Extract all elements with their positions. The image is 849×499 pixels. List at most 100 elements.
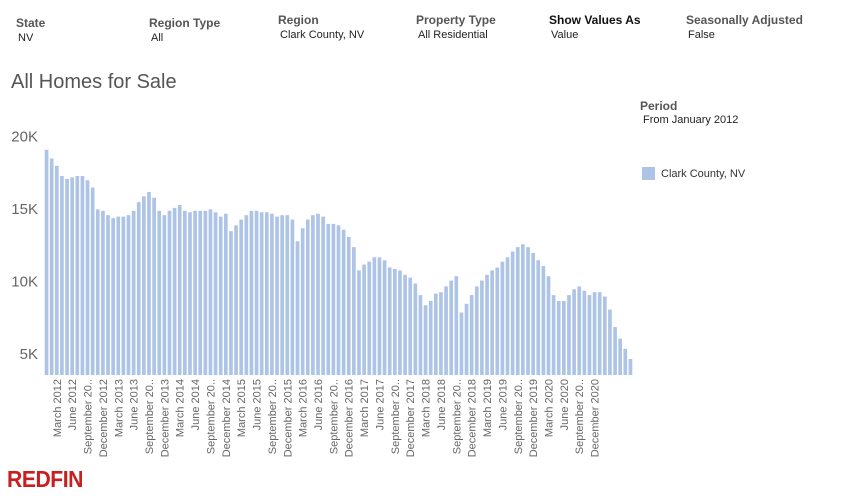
bar[interactable] xyxy=(480,280,484,375)
legend[interactable]: Clark County, NV xyxy=(642,167,745,180)
bar[interactable] xyxy=(433,293,438,375)
bar[interactable] xyxy=(239,219,244,375)
bar[interactable] xyxy=(613,327,617,375)
bar[interactable] xyxy=(628,359,633,375)
bar[interactable] xyxy=(567,295,571,375)
bar[interactable] xyxy=(70,177,75,375)
bar[interactable] xyxy=(234,225,238,375)
bar[interactable] xyxy=(387,267,392,375)
bar[interactable] xyxy=(254,210,259,375)
bar[interactable] xyxy=(367,261,372,375)
bar[interactable] xyxy=(618,338,623,375)
bar[interactable] xyxy=(546,276,551,375)
bar[interactable] xyxy=(223,213,228,375)
bar[interactable] xyxy=(80,175,85,375)
bar[interactable] xyxy=(536,260,541,375)
bar[interactable] xyxy=(188,212,192,375)
filter-seasonally-adjusted[interactable]: Seasonally Adjusted False xyxy=(686,13,803,41)
bar[interactable] xyxy=(49,158,54,375)
bar[interactable] xyxy=(474,286,479,375)
bar[interactable] xyxy=(321,216,325,375)
bar[interactable] xyxy=(295,241,300,375)
bar[interactable] xyxy=(300,228,305,375)
bar[interactable] xyxy=(459,312,464,375)
bar[interactable] xyxy=(408,277,413,375)
bar[interactable] xyxy=(60,175,64,375)
bar[interactable] xyxy=(331,223,336,375)
bar[interactable] xyxy=(490,270,494,375)
bar[interactable] xyxy=(203,210,208,375)
bar[interactable] xyxy=(101,210,105,375)
bar[interactable] xyxy=(244,215,249,375)
bar[interactable] xyxy=(65,178,69,375)
bar[interactable] xyxy=(249,210,254,375)
bar[interactable] xyxy=(362,264,366,375)
bar[interactable] xyxy=(562,300,566,375)
bar[interactable] xyxy=(275,216,279,375)
bar[interactable] xyxy=(464,303,469,375)
bar[interactable] xyxy=(213,212,218,375)
bar[interactable] xyxy=(608,309,612,375)
bar[interactable] xyxy=(357,270,361,375)
bar[interactable] xyxy=(208,209,213,375)
bar[interactable] xyxy=(428,300,433,375)
bar[interactable] xyxy=(515,247,520,375)
filter-state[interactable]: State NV xyxy=(16,16,45,44)
bar[interactable] xyxy=(218,216,223,375)
bar[interactable] xyxy=(131,210,136,375)
bar[interactable] xyxy=(592,292,597,375)
bar[interactable] xyxy=(44,149,49,375)
bar[interactable] xyxy=(341,229,346,375)
bar[interactable] xyxy=(398,270,402,375)
bar[interactable] xyxy=(280,215,285,375)
bar[interactable] xyxy=(285,215,290,375)
bar[interactable] xyxy=(311,215,315,375)
bar[interactable] xyxy=(413,283,418,375)
bar[interactable] xyxy=(95,209,100,375)
bar[interactable] xyxy=(152,197,156,375)
bar[interactable] xyxy=(90,187,95,375)
bar[interactable] xyxy=(106,215,110,375)
bar[interactable] xyxy=(531,252,535,375)
filter-show-values-as[interactable]: Show Values As Value xyxy=(549,13,641,41)
bar[interactable] xyxy=(85,180,90,375)
bar[interactable] xyxy=(454,276,459,375)
bar[interactable] xyxy=(377,257,382,375)
bar[interactable] xyxy=(393,268,397,375)
bar[interactable] xyxy=(270,213,274,375)
filter-property-type[interactable]: Property Type All Residential xyxy=(416,13,496,41)
bar[interactable] xyxy=(505,257,510,375)
bar[interactable] xyxy=(587,295,592,375)
bar[interactable] xyxy=(121,216,126,375)
bar[interactable] xyxy=(418,295,423,375)
bar[interactable] xyxy=(54,165,59,375)
bar[interactable] xyxy=(177,205,182,375)
bar[interactable] xyxy=(556,300,561,375)
bar[interactable] xyxy=(326,223,331,375)
bar[interactable] xyxy=(582,290,587,375)
bar[interactable] xyxy=(551,295,556,375)
bar[interactable] xyxy=(147,191,151,375)
bar[interactable] xyxy=(526,247,530,375)
bar[interactable] xyxy=(172,207,177,375)
bar[interactable] xyxy=(521,244,525,375)
filter-region-type[interactable]: Region Type All xyxy=(149,16,220,44)
bar[interactable] xyxy=(382,260,387,375)
bar[interactable] xyxy=(316,213,320,375)
bar[interactable] xyxy=(136,202,141,375)
bar[interactable] xyxy=(305,219,310,375)
bar[interactable] xyxy=(495,267,500,375)
bar[interactable] xyxy=(142,196,146,375)
bar[interactable] xyxy=(372,257,377,375)
bar[interactable] xyxy=(290,219,295,375)
bar[interactable] xyxy=(439,292,443,375)
bar[interactable] xyxy=(111,218,115,375)
bar[interactable] xyxy=(116,216,121,375)
bar[interactable] xyxy=(167,210,172,375)
bar[interactable] xyxy=(75,175,80,375)
bar[interactable] xyxy=(346,236,351,375)
period-value[interactable]: From January 2012 xyxy=(643,114,739,126)
bar[interactable] xyxy=(229,231,233,375)
bar[interactable] xyxy=(264,212,269,375)
bar[interactable] xyxy=(577,286,582,375)
